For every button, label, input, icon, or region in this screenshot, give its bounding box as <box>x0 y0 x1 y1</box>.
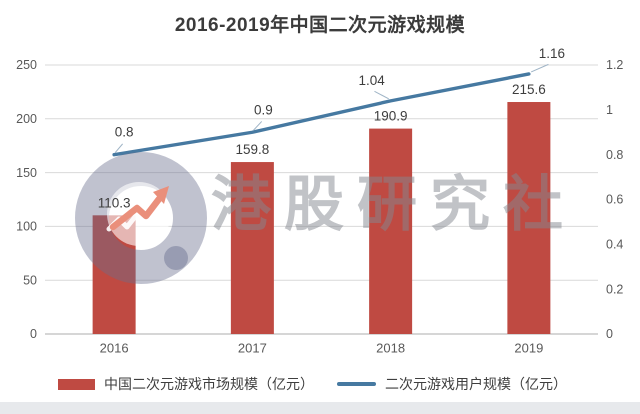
bottom-strip <box>0 402 640 414</box>
bar <box>230 162 274 334</box>
line-value-label: 1.16 <box>539 46 565 61</box>
right-axis-tick: 1 <box>606 103 613 117</box>
bar-value-label: 215.6 <box>512 82 546 97</box>
trend-up-arrowhead-icon <box>153 186 169 204</box>
left-axis-tick: 50 <box>23 273 37 287</box>
legend-line-swatch <box>337 382 376 386</box>
chart-legend: 中国二次元游戏市场规模（亿元） 二次元游戏用户规模（亿元） <box>58 374 620 394</box>
label-leader-line <box>253 121 263 131</box>
line-value-label: 1.04 <box>358 73 385 88</box>
right-axis-tick: 0.8 <box>606 148 623 162</box>
page-title: 2016-2019年中国二次元游戏规模 <box>174 15 466 36</box>
legend-line-label: 二次元游戏用户规模（亿元） <box>385 376 567 392</box>
line-value-label: 0.8 <box>115 125 134 140</box>
trend-up-arrow-icon <box>109 195 163 231</box>
label-leader-line <box>530 63 549 73</box>
x-axis-category: 2016 <box>100 341 129 356</box>
right-axis-tick: 0.4 <box>606 238 623 252</box>
bar-value-label: 190.9 <box>374 109 408 124</box>
bar <box>507 102 551 334</box>
right-axis-tick: 0.2 <box>606 282 623 296</box>
x-axis-category: 2017 <box>238 341 267 356</box>
watermark-ring-icon <box>75 152 207 284</box>
bar-value-label: 110.3 <box>98 195 131 210</box>
x-axis-category: 2019 <box>514 341 543 356</box>
legend-bar-swatch <box>58 378 95 390</box>
right-axis-tick: 1.2 <box>606 58 623 72</box>
left-axis-tick: 150 <box>16 166 37 180</box>
left-axis-tick: 100 <box>16 220 37 234</box>
left-axis-tick: 250 <box>16 58 37 72</box>
right-axis-tick: 0 <box>606 327 613 341</box>
right-axis-tick: 0.6 <box>606 193 623 207</box>
x-axis-category: 2018 <box>376 341 405 356</box>
legend-bar-label: 中国二次元游戏市场规模（亿元） <box>104 376 314 392</box>
line-value-label: 0.9 <box>254 102 273 117</box>
bar <box>369 128 413 334</box>
left-axis-tick: 200 <box>16 112 37 126</box>
watermark-dot-icon <box>164 246 188 270</box>
bar-value-label: 159.8 <box>235 142 269 157</box>
left-axis-tick: 0 <box>30 327 37 341</box>
line-series <box>112 72 531 157</box>
label-leader-line <box>374 90 389 100</box>
label-leader-line <box>114 143 124 153</box>
